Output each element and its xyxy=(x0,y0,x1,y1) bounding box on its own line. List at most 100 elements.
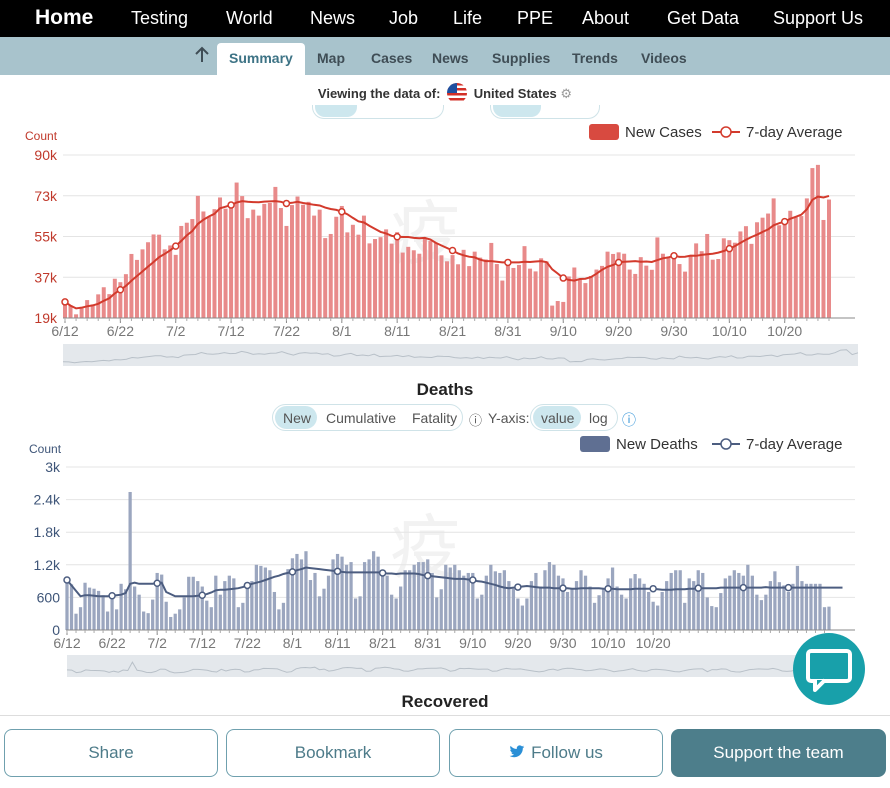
tab-summary[interactable]: Summary xyxy=(217,43,305,75)
viewing-country[interactable]: United States xyxy=(473,86,557,101)
mode-cumulative[interactable]: Cumulative xyxy=(326,410,397,426)
bar xyxy=(182,597,186,630)
legend-label: 7-day Average xyxy=(746,436,842,453)
bar xyxy=(87,587,92,630)
nav-news[interactable]: News xyxy=(310,8,356,28)
bar xyxy=(750,575,754,630)
tab-trends[interactable]: Trends xyxy=(572,50,618,66)
bar xyxy=(694,243,699,318)
bar xyxy=(412,564,416,630)
x-tick-label: 10/20 xyxy=(636,635,671,651)
tab-map[interactable]: Map xyxy=(317,50,345,66)
nav-life[interactable]: Life xyxy=(453,8,483,28)
bar xyxy=(552,564,556,630)
bar xyxy=(721,238,726,318)
avg-point xyxy=(227,201,235,209)
x-tick-label: 9/10 xyxy=(459,635,486,651)
bar xyxy=(201,211,206,318)
support-team-button[interactable]: Support the team xyxy=(671,729,886,777)
bar xyxy=(561,578,565,630)
bar xyxy=(339,205,344,318)
tab-news[interactable]: News xyxy=(432,50,469,66)
nav-about[interactable]: About xyxy=(582,8,630,28)
nav-support-us[interactable]: Support Us xyxy=(773,8,864,28)
bar xyxy=(529,581,534,630)
bar xyxy=(467,266,472,318)
bar xyxy=(128,491,132,630)
x-tick-label: 6/22 xyxy=(98,635,125,651)
y-tick-label: 55k xyxy=(34,229,58,245)
avg-point xyxy=(649,584,657,593)
bar xyxy=(129,253,134,318)
cases-scale-toggle[interactable] xyxy=(490,105,600,119)
cases-mode-toggle[interactable] xyxy=(312,105,444,119)
y-tick-label: 19k xyxy=(34,310,58,326)
mode-new[interactable]: New xyxy=(283,410,312,426)
bar xyxy=(317,596,322,630)
x-tick-label: 7/22 xyxy=(234,635,261,651)
bar xyxy=(421,562,425,630)
bar xyxy=(543,570,547,630)
settings-gear-icon[interactable]: ⚙ xyxy=(560,86,573,101)
bar xyxy=(737,572,741,630)
scale-value[interactable]: value xyxy=(541,410,575,426)
range-slider xyxy=(67,655,857,677)
share-button[interactable]: Share xyxy=(4,729,218,777)
bar xyxy=(533,271,538,318)
bar xyxy=(710,606,714,630)
follow-us-button[interactable]: Follow us xyxy=(449,729,663,777)
tab-videos[interactable]: Videos xyxy=(641,50,687,66)
arrow-up-icon[interactable] xyxy=(192,45,212,65)
bar xyxy=(267,202,272,318)
bar xyxy=(417,562,421,630)
bar xyxy=(241,602,245,630)
bar xyxy=(457,570,461,630)
avg-point xyxy=(614,258,623,267)
bar xyxy=(727,240,732,318)
tab-supplies[interactable]: Supplies xyxy=(492,50,551,66)
bar xyxy=(815,164,820,318)
bar xyxy=(268,570,272,630)
bar xyxy=(272,591,277,630)
info-icon[interactable]: ⓘ xyxy=(469,413,483,428)
nav-ppe[interactable]: PPE xyxy=(517,8,554,28)
bar xyxy=(638,257,643,318)
bar xyxy=(827,199,831,318)
avg-point xyxy=(739,583,748,592)
bar xyxy=(254,564,258,630)
nav-home[interactable]: Home xyxy=(35,6,94,29)
y-tick-label: 2.4k xyxy=(34,492,61,508)
bar xyxy=(212,209,217,318)
bar xyxy=(205,600,209,630)
viewing-label: Viewing the data of: xyxy=(317,86,441,101)
nav-get-data[interactable]: Get Data xyxy=(667,8,740,28)
chat-button[interactable] xyxy=(793,633,865,705)
bar xyxy=(583,283,588,318)
tab-cases[interactable]: Cases xyxy=(371,50,413,66)
bar xyxy=(544,261,549,318)
bar xyxy=(692,581,696,630)
deaths-scale-toggle: value log xyxy=(530,404,618,431)
bar xyxy=(705,233,710,318)
mode-fatality[interactable]: Fatality xyxy=(412,410,458,426)
avg-point xyxy=(604,584,612,593)
y-tick-label: 90k xyxy=(34,147,58,163)
bar xyxy=(430,572,434,630)
nav-testing[interactable]: Testing xyxy=(131,8,189,28)
bar xyxy=(195,195,200,318)
bar xyxy=(782,224,787,318)
bar xyxy=(522,246,527,318)
bar xyxy=(123,589,128,630)
nav-world[interactable]: World xyxy=(226,8,273,28)
bar xyxy=(655,237,660,318)
x-tick-label: 6/12 xyxy=(53,635,80,651)
bar xyxy=(821,219,826,318)
nav-job[interactable]: Job xyxy=(389,8,419,28)
help-icon[interactable]: ⓘ xyxy=(622,412,636,428)
bar xyxy=(606,578,610,630)
chat-bubble-icon xyxy=(806,649,852,692)
bookmark-button[interactable]: Bookmark xyxy=(226,729,440,777)
bar xyxy=(190,219,195,318)
scale-log[interactable]: log xyxy=(589,410,608,426)
